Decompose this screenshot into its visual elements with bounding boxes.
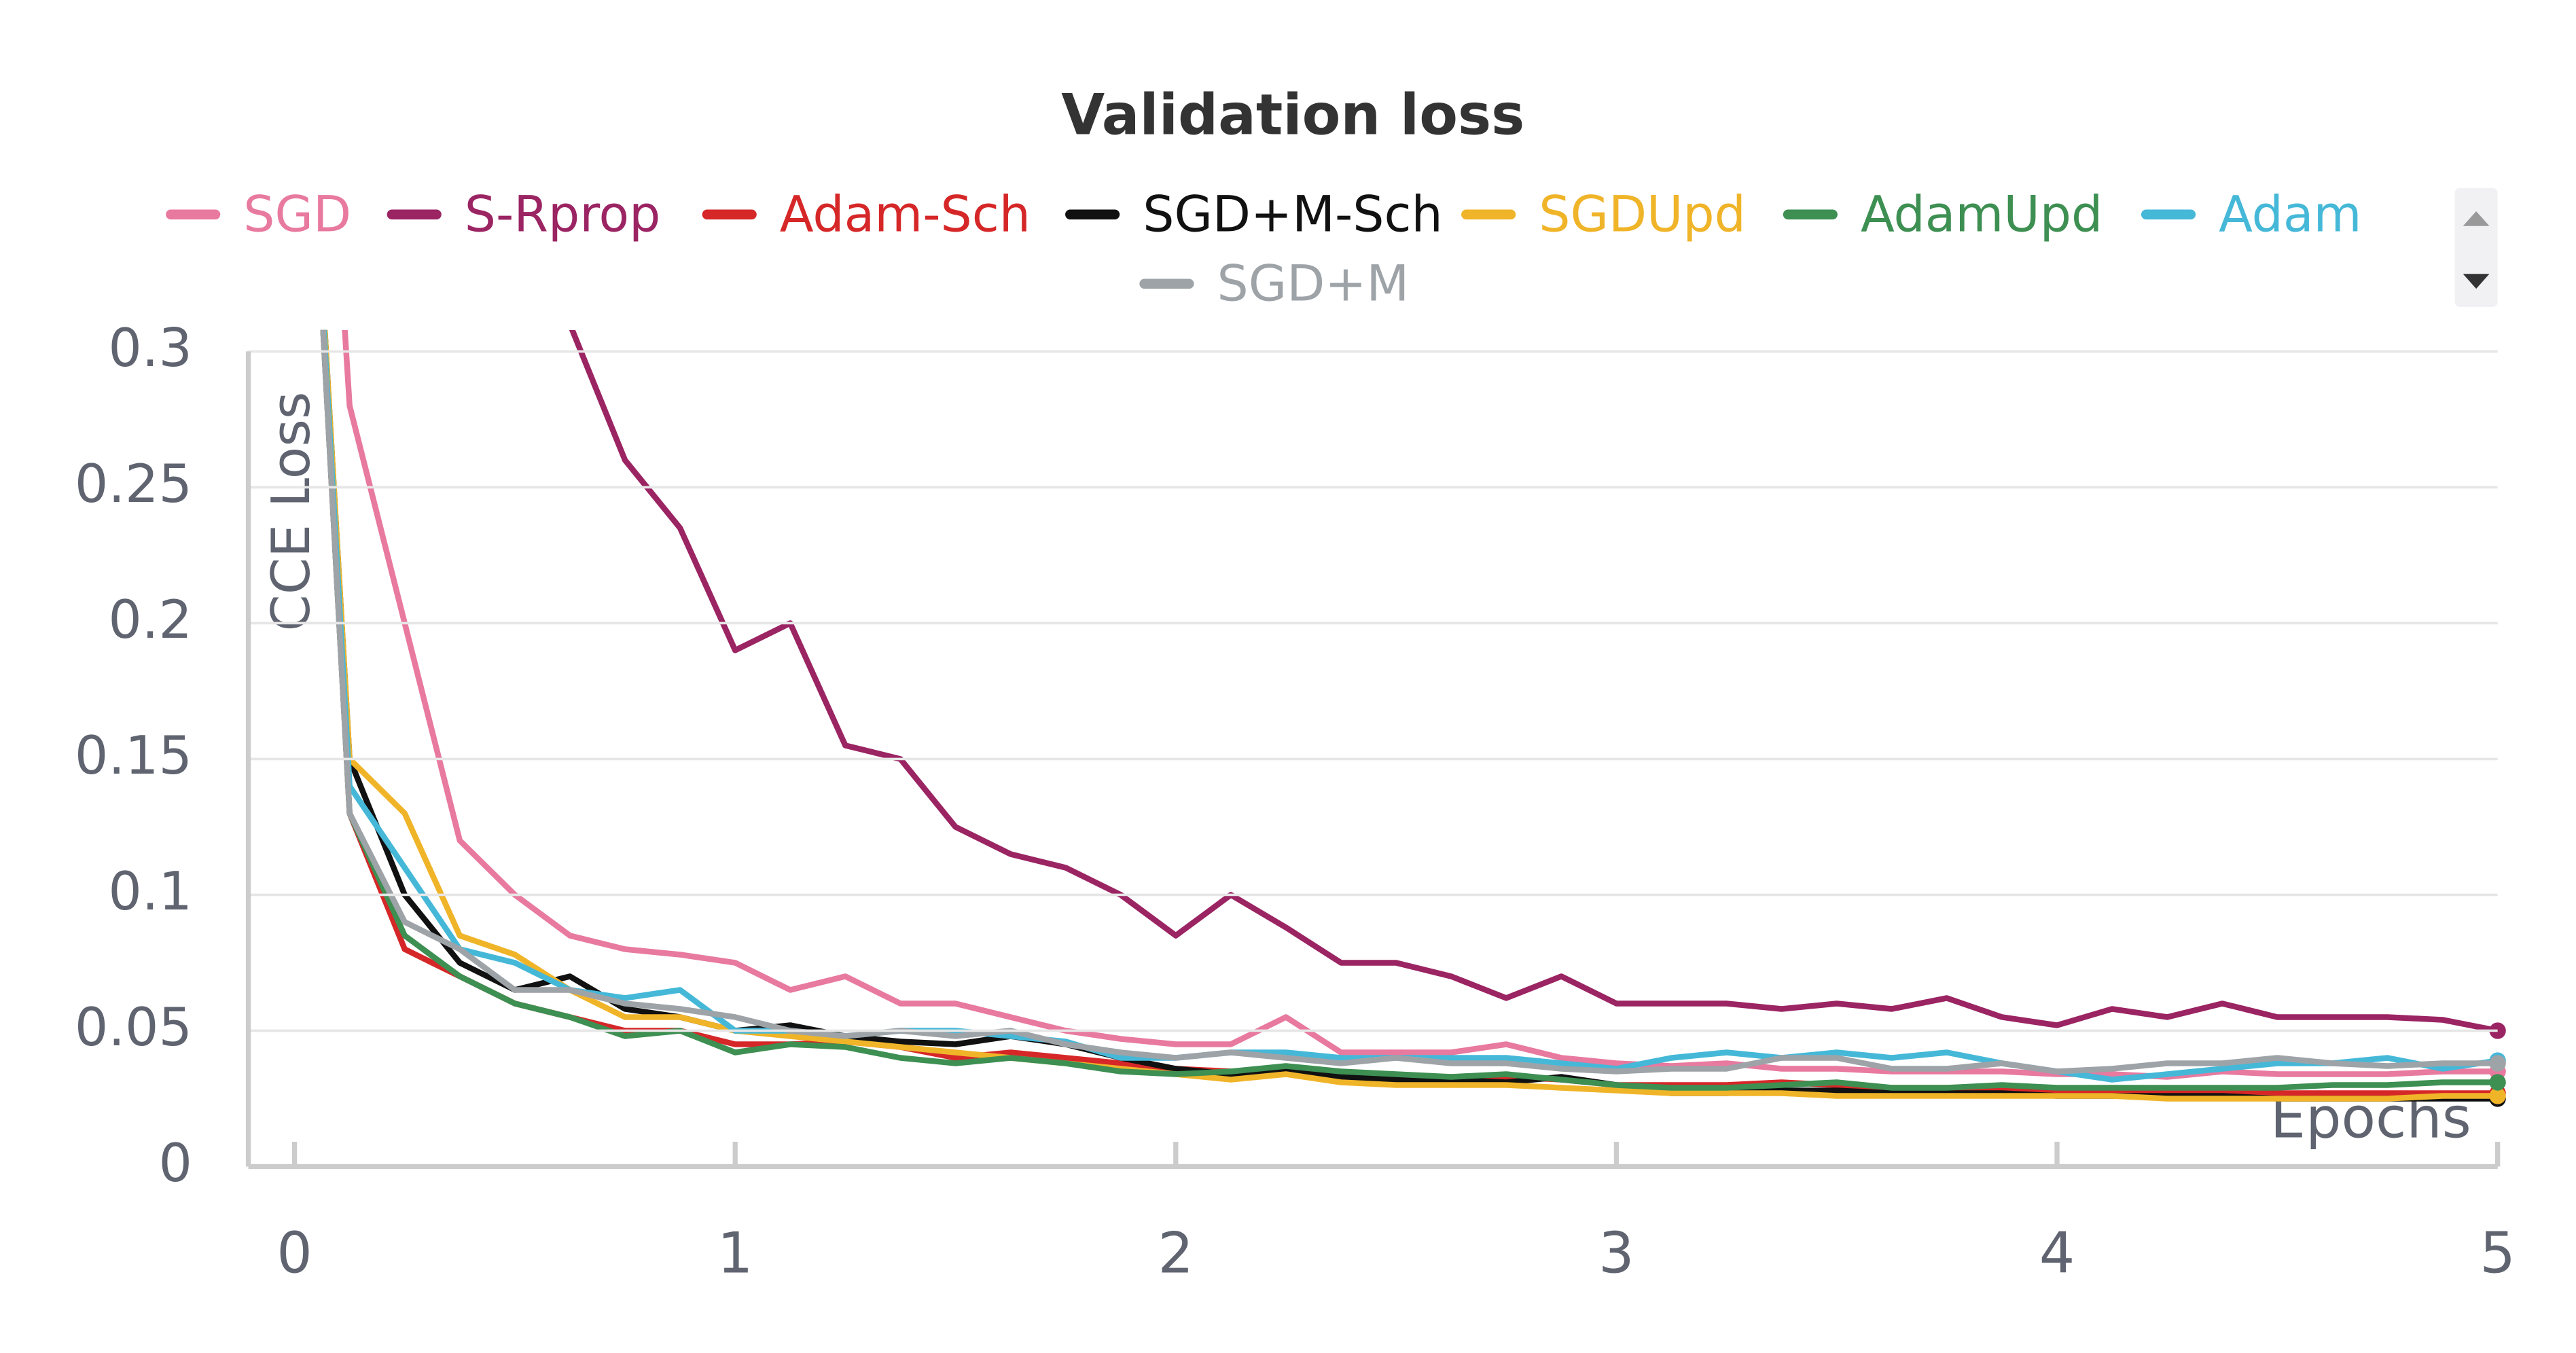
chart-title: Validation loss bbox=[1061, 82, 1524, 147]
legend-label: SGD+M-Sch bbox=[1143, 186, 1443, 244]
y-tick-label: 0.3 bbox=[108, 318, 192, 379]
end-point bbox=[2489, 1055, 2506, 1072]
end-point bbox=[2489, 1074, 2506, 1091]
series-line bbox=[321, 329, 2499, 1083]
series-line bbox=[342, 329, 2498, 1080]
scroll-down[interactable] bbox=[2463, 274, 2490, 289]
x-tick-label: 5 bbox=[2480, 1221, 2516, 1286]
series-line bbox=[320, 329, 2498, 1096]
y-tick-label: 0.15 bbox=[75, 725, 192, 787]
y-tick-label: 0.1 bbox=[108, 861, 192, 922]
series-line bbox=[569, 329, 2499, 1034]
x-tick-label: 1 bbox=[717, 1221, 753, 1286]
y-tick-label: 0 bbox=[159, 1133, 192, 1194]
y-tick-label: 0.2 bbox=[108, 590, 192, 651]
y-tick-label: 0.05 bbox=[75, 997, 192, 1058]
plot-area bbox=[320, 329, 2506, 1107]
legend-label: Adam bbox=[2219, 186, 2361, 244]
series-line bbox=[320, 329, 2498, 1075]
legend-label: Adam-Sch bbox=[780, 186, 1031, 244]
scroll-up[interactable] bbox=[2463, 211, 2490, 226]
x-tick-label: 3 bbox=[1598, 1221, 1634, 1286]
legend-label: S-Rprop bbox=[465, 186, 661, 244]
legend-label: AdamUpd bbox=[1861, 186, 2103, 244]
legend-scroll[interactable] bbox=[2454, 187, 2498, 307]
end-point bbox=[2489, 1022, 2506, 1039]
x-tick-label: 2 bbox=[1158, 1221, 1194, 1286]
y-tick-label: 0.25 bbox=[75, 454, 192, 515]
y-axis-title: CCE Loss bbox=[261, 392, 322, 632]
legend-label: SGD bbox=[243, 186, 351, 244]
series-line bbox=[321, 329, 2498, 1102]
x-tick-label: 4 bbox=[2039, 1221, 2075, 1286]
legend-label: SGD+M bbox=[1217, 255, 1410, 313]
end-point bbox=[2489, 1087, 2506, 1104]
series-line bbox=[320, 329, 2498, 1091]
legend-label: SGDUpd bbox=[1539, 186, 1746, 244]
series-line bbox=[321, 329, 2498, 1102]
x-tick-label: 0 bbox=[276, 1221, 312, 1286]
